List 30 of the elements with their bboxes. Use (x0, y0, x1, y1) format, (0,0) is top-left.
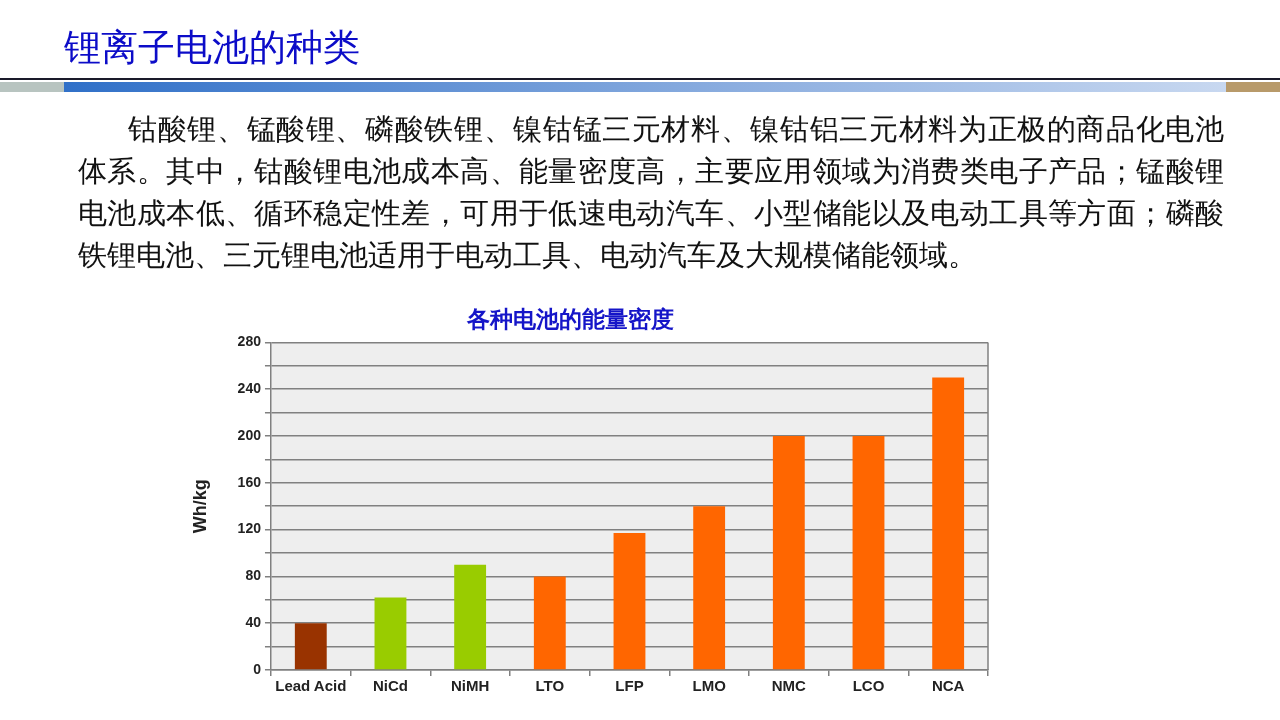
x-tick-label: NCA (931, 677, 965, 695)
x-tick-label: NiMH (450, 677, 490, 695)
bar (374, 597, 407, 670)
y-tick-label: 200 (237, 426, 262, 443)
y-tick-label: 160 (237, 473, 262, 490)
y-tick-label: 120 (237, 520, 262, 537)
x-tick-label: LCO (852, 677, 885, 695)
x-tick-label: LFP (615, 677, 644, 695)
bar (772, 436, 805, 670)
chart-subtitle: 各种电池的能量密度 (465, 305, 675, 334)
x-tick-label: Lead Acid (275, 677, 347, 695)
bar (533, 576, 566, 670)
text: 钴酸锂、锰酸锂、磷酸铁锂、镍钴锰三元材料、镍钴铝三元材料为正极的商品化电池体系。其中，钴酸锂电池成本高、能量密度高，主要应用领域为消费类电子产品；锰酸锂电池成本低、循环稳定性差，可用于低速电动汽车、小型储能以及电动工具等方面；磷酸铁锂电池、三元锂电池适用于电动工具、电动汽车及大规模储能领域。 (78, 112, 1224, 273)
y-tick-label: 240 (237, 380, 262, 397)
y-tick-label: 80 (245, 567, 262, 584)
y-axis-title: Wh/kg (189, 479, 210, 534)
x-tick-label: LTO (535, 677, 565, 695)
bar (294, 623, 327, 670)
chart-title: 锂离子电池的种类 (64, 25, 360, 71)
bar (454, 564, 487, 670)
bar (613, 533, 646, 670)
x-tick-label: NMC (771, 677, 807, 695)
x-tick-label: LMO (692, 677, 727, 695)
bar (852, 436, 885, 670)
y-tick-label: 40 (245, 614, 262, 631)
y-tick-label: 280 (237, 333, 262, 350)
bar (932, 377, 965, 670)
x-tick-label: NiCd (372, 677, 408, 695)
y-tick-label: 0 (253, 660, 262, 677)
bar (693, 506, 726, 670)
